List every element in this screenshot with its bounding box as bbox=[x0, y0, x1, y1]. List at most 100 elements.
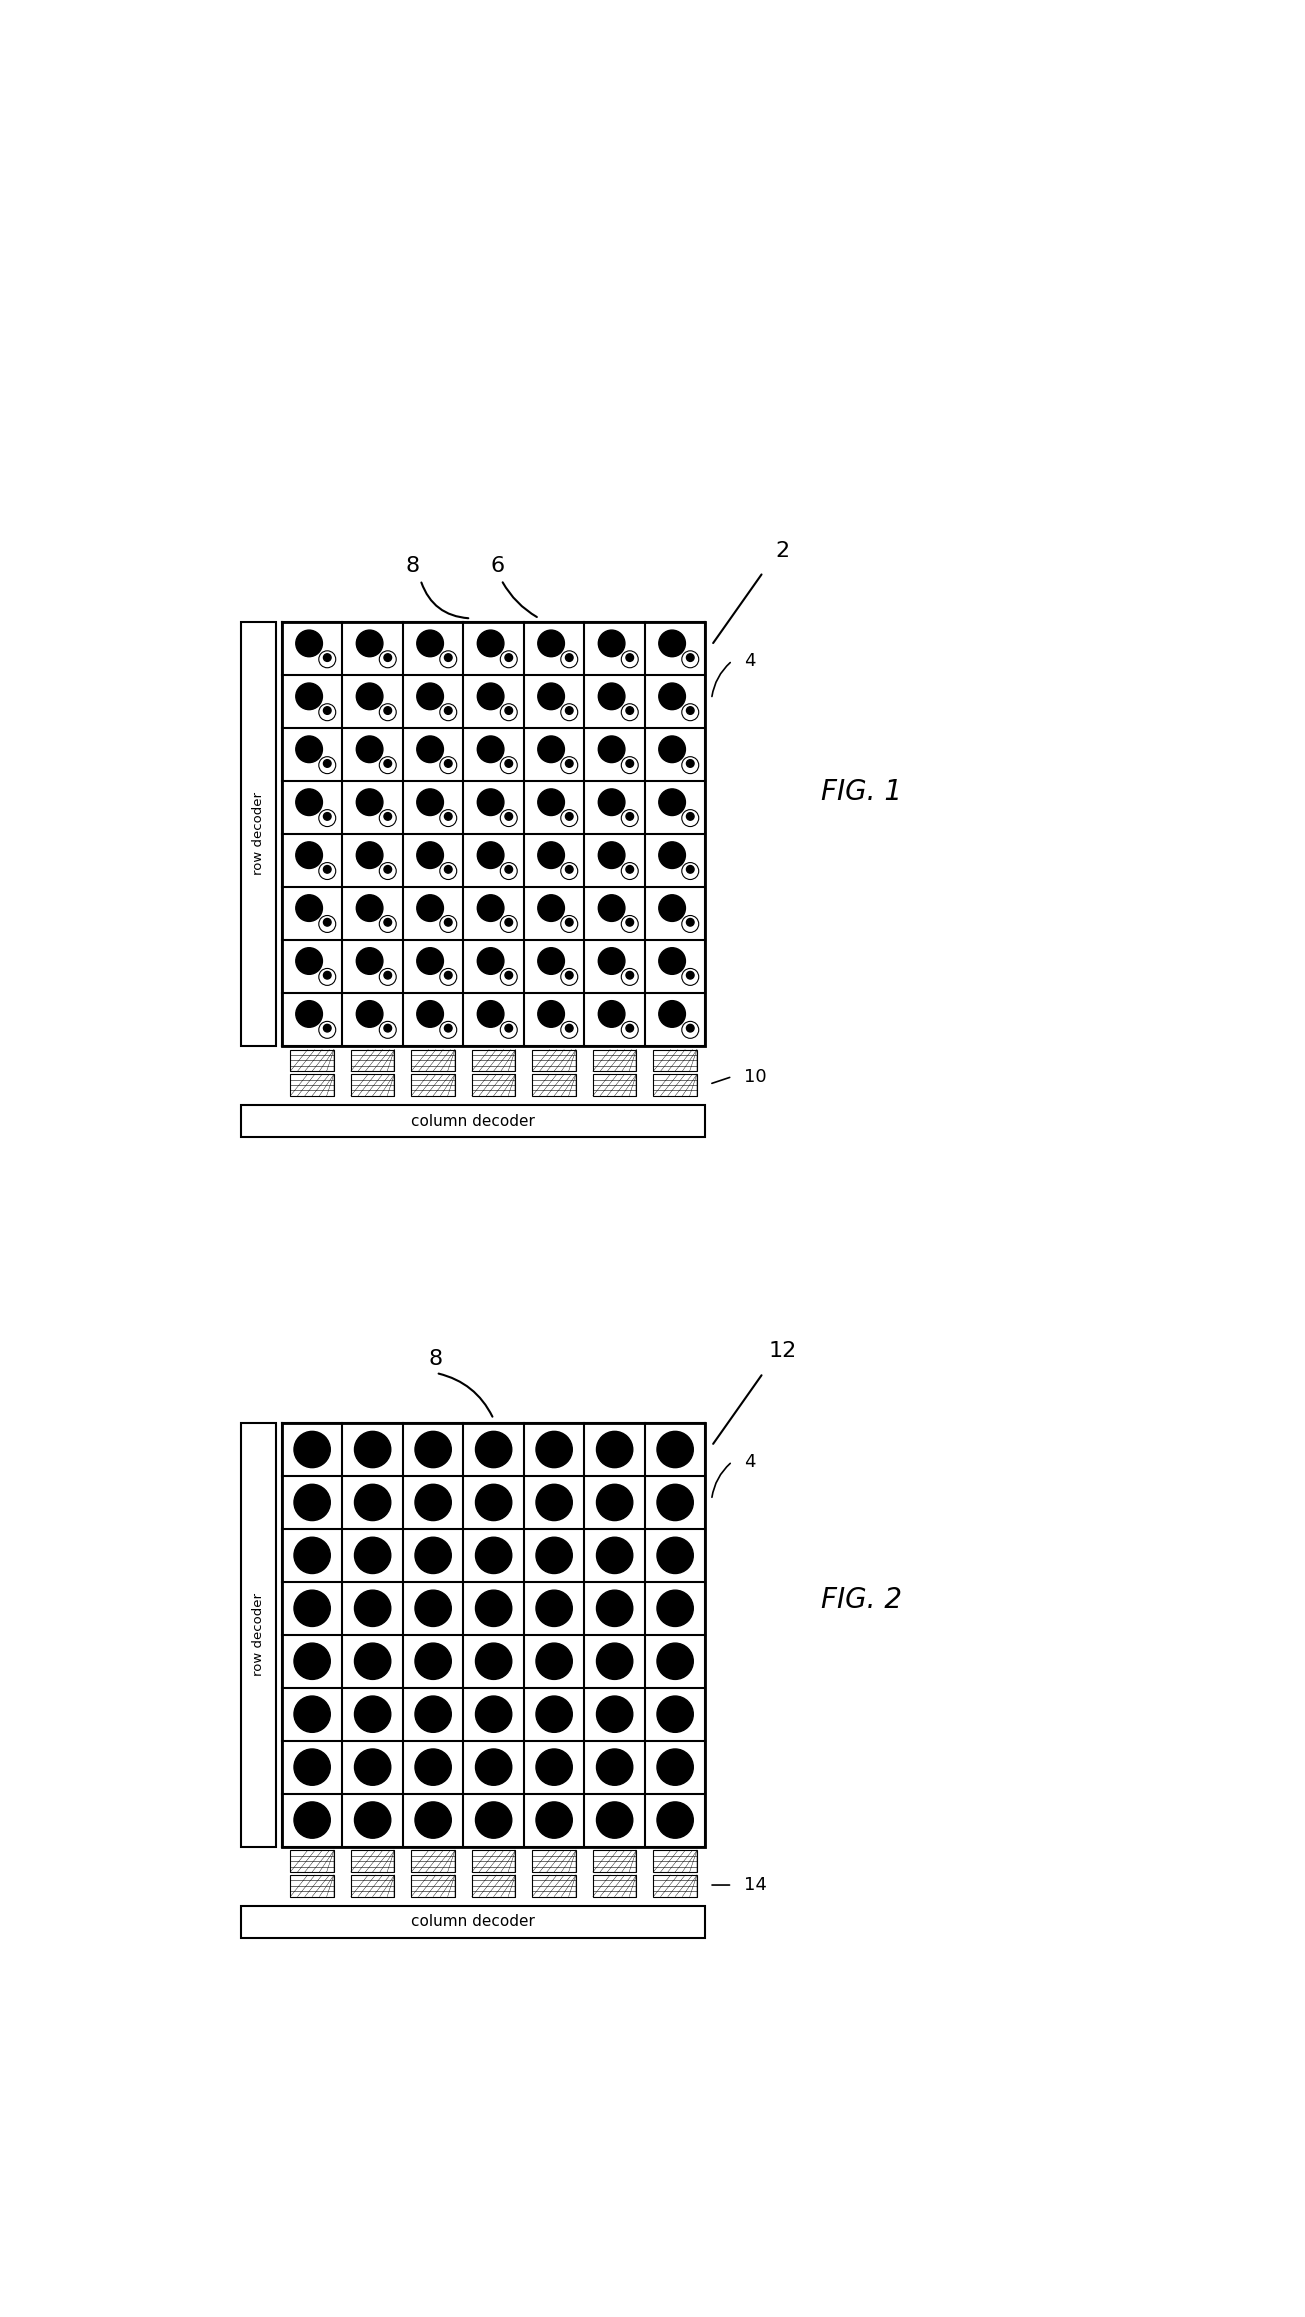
Circle shape bbox=[626, 867, 633, 874]
Circle shape bbox=[384, 971, 391, 980]
Circle shape bbox=[561, 1022, 578, 1038]
Text: column decoder: column decoder bbox=[411, 1114, 535, 1128]
Circle shape bbox=[475, 1696, 512, 1733]
Circle shape bbox=[440, 862, 457, 880]
Bar bbox=[532, 1851, 576, 1872]
Circle shape bbox=[475, 1485, 512, 1520]
Circle shape bbox=[415, 1643, 452, 1680]
Circle shape bbox=[565, 760, 573, 767]
Circle shape bbox=[318, 809, 335, 827]
Circle shape bbox=[356, 948, 382, 975]
Circle shape bbox=[296, 684, 322, 709]
Circle shape bbox=[296, 948, 322, 975]
Circle shape bbox=[415, 1485, 452, 1520]
Circle shape bbox=[656, 1432, 693, 1467]
Text: 12: 12 bbox=[769, 1342, 796, 1362]
Circle shape bbox=[659, 948, 685, 975]
Bar bbox=[351, 1851, 394, 1872]
Circle shape bbox=[681, 862, 698, 880]
Text: 8: 8 bbox=[429, 1348, 442, 1369]
Circle shape bbox=[538, 948, 565, 975]
Circle shape bbox=[505, 867, 513, 874]
Text: 2: 2 bbox=[775, 540, 790, 561]
Circle shape bbox=[686, 971, 694, 980]
Circle shape bbox=[598, 1001, 625, 1026]
Circle shape bbox=[324, 1024, 331, 1031]
Circle shape bbox=[500, 651, 517, 667]
Circle shape bbox=[355, 1536, 390, 1573]
Circle shape bbox=[536, 1536, 573, 1573]
Bar bbox=[282, 623, 706, 1045]
Circle shape bbox=[536, 1485, 573, 1520]
Text: 6: 6 bbox=[491, 556, 505, 577]
Circle shape bbox=[681, 758, 698, 774]
Circle shape bbox=[445, 867, 452, 874]
Circle shape bbox=[384, 918, 391, 927]
Circle shape bbox=[355, 1589, 390, 1627]
Circle shape bbox=[475, 1536, 512, 1573]
Bar bbox=[592, 1050, 637, 1070]
Circle shape bbox=[294, 1749, 330, 1786]
Circle shape bbox=[538, 894, 565, 922]
Text: row decoder: row decoder bbox=[252, 1594, 265, 1675]
Circle shape bbox=[324, 813, 331, 820]
Circle shape bbox=[538, 841, 565, 869]
Text: FIG. 2: FIG. 2 bbox=[821, 1587, 902, 1615]
Circle shape bbox=[500, 1022, 517, 1038]
Circle shape bbox=[478, 684, 504, 709]
Bar bbox=[532, 1050, 576, 1070]
Circle shape bbox=[415, 1749, 452, 1786]
Circle shape bbox=[598, 788, 625, 816]
Circle shape bbox=[356, 684, 382, 709]
Circle shape bbox=[656, 1749, 693, 1786]
Circle shape bbox=[440, 1022, 457, 1038]
Text: column decoder: column decoder bbox=[411, 1914, 535, 1930]
Circle shape bbox=[294, 1432, 330, 1467]
Circle shape bbox=[500, 704, 517, 721]
Circle shape bbox=[380, 969, 397, 985]
Circle shape bbox=[445, 653, 452, 660]
Circle shape bbox=[440, 704, 457, 721]
Circle shape bbox=[478, 788, 504, 816]
Circle shape bbox=[659, 684, 685, 709]
Circle shape bbox=[626, 971, 633, 980]
Text: 14: 14 bbox=[744, 1877, 767, 1893]
Circle shape bbox=[415, 1432, 452, 1467]
Circle shape bbox=[536, 1803, 573, 1837]
Bar bbox=[472, 1050, 515, 1070]
Circle shape bbox=[445, 971, 452, 980]
Circle shape bbox=[626, 813, 633, 820]
Circle shape bbox=[500, 969, 517, 985]
Circle shape bbox=[294, 1485, 330, 1520]
Circle shape bbox=[621, 1022, 638, 1038]
Circle shape bbox=[500, 809, 517, 827]
Circle shape bbox=[380, 651, 397, 667]
Bar bbox=[290, 1075, 334, 1096]
Circle shape bbox=[561, 809, 578, 827]
Circle shape bbox=[500, 862, 517, 880]
Circle shape bbox=[538, 788, 565, 816]
Circle shape bbox=[318, 758, 335, 774]
Bar bbox=[472, 1075, 515, 1096]
Circle shape bbox=[416, 894, 444, 922]
Circle shape bbox=[505, 971, 513, 980]
Circle shape bbox=[475, 1803, 512, 1837]
Text: 10: 10 bbox=[744, 1068, 766, 1087]
Circle shape bbox=[324, 918, 331, 927]
Circle shape bbox=[296, 737, 322, 762]
Circle shape bbox=[475, 1432, 512, 1467]
Circle shape bbox=[626, 1024, 633, 1031]
Circle shape bbox=[659, 894, 685, 922]
Circle shape bbox=[440, 758, 457, 774]
Circle shape bbox=[561, 915, 578, 931]
Circle shape bbox=[445, 918, 452, 927]
Circle shape bbox=[681, 651, 698, 667]
Circle shape bbox=[536, 1589, 573, 1627]
Circle shape bbox=[686, 867, 694, 874]
Bar bbox=[654, 1874, 697, 1898]
Bar bbox=[351, 1050, 394, 1070]
Circle shape bbox=[380, 809, 397, 827]
Circle shape bbox=[536, 1749, 573, 1786]
Circle shape bbox=[440, 915, 457, 931]
Bar bbox=[532, 1874, 576, 1898]
